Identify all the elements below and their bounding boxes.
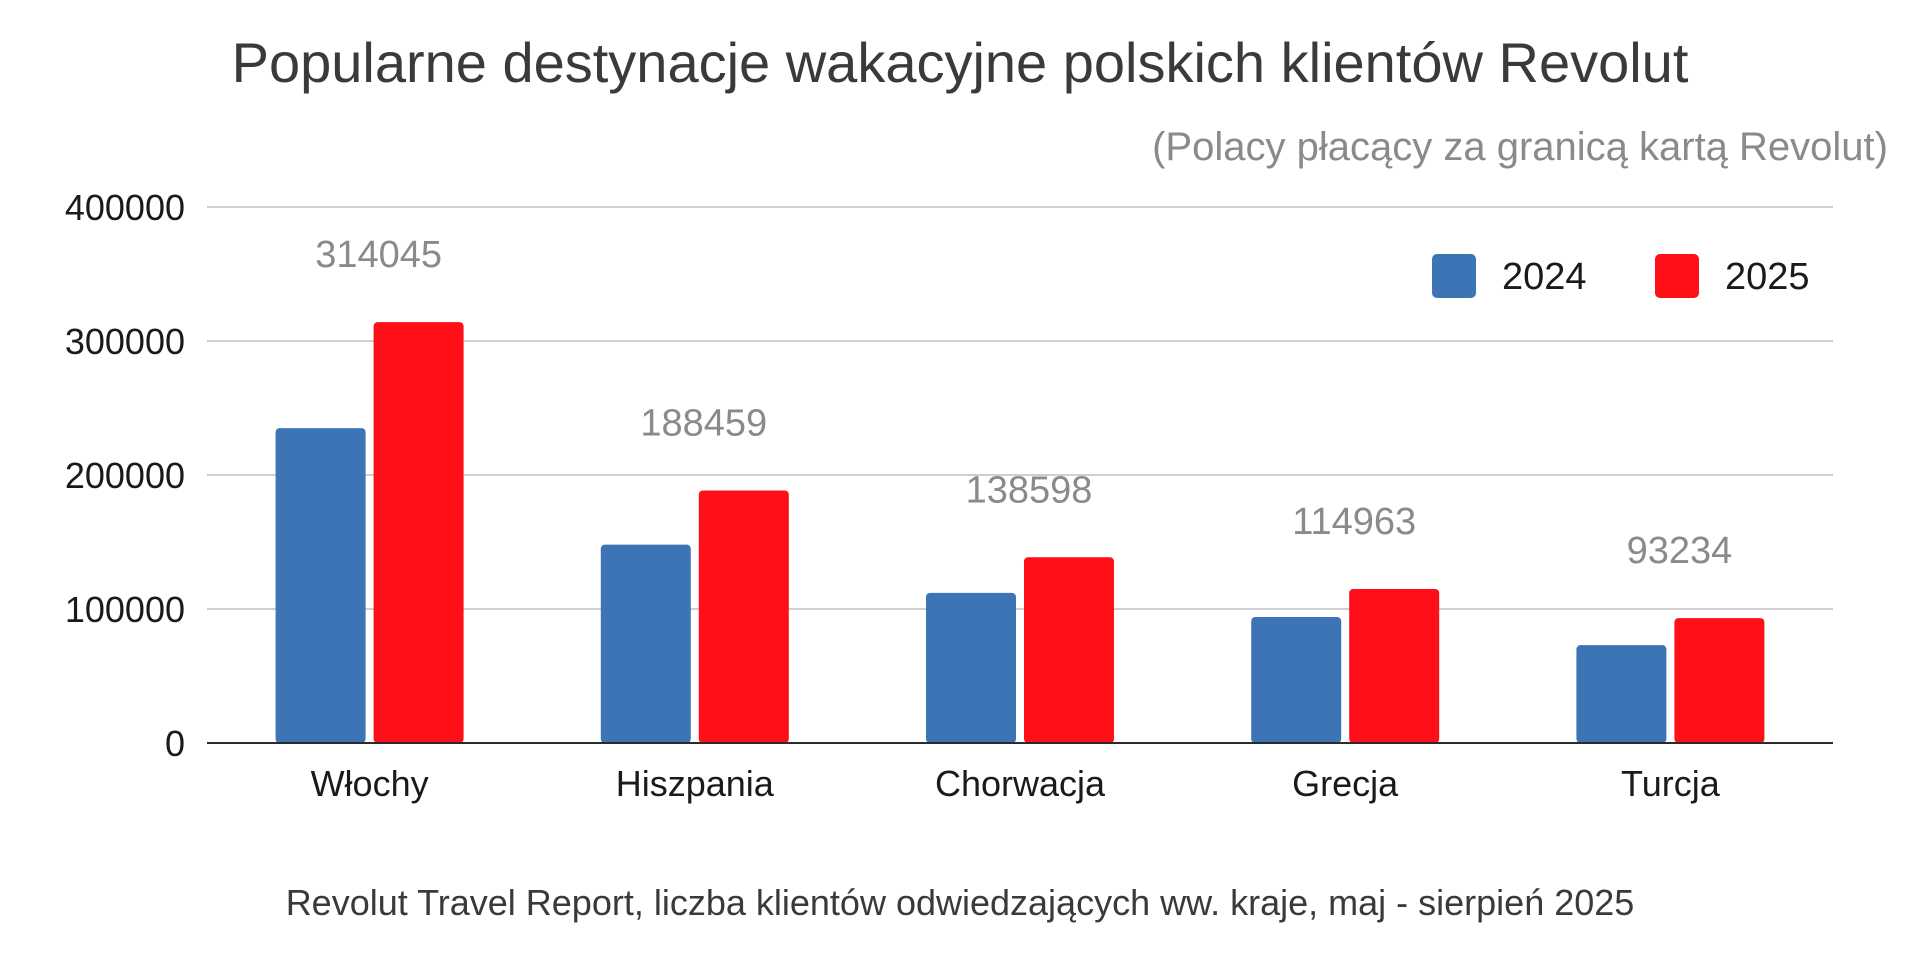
bar-2024-2 (926, 592, 1016, 743)
bar-2025-1 (698, 490, 789, 743)
y-tick-label: 100000 (65, 589, 185, 630)
source-note: Revolut Travel Report, liczba klientów o… (286, 882, 1635, 923)
grid-lines (207, 206, 1833, 610)
x-tick-label: Włochy (311, 763, 429, 804)
legend-label: 2024 (1502, 256, 1587, 298)
bar-2025-4 (1674, 618, 1765, 743)
y-axis-ticks: 0 100000 200000 300000 400000 (65, 187, 185, 764)
legend-swatch-2025 (1655, 254, 1699, 298)
data-labels: 314045 188459 138598 114963 93234 (315, 234, 1732, 572)
bar-2024-0 (275, 428, 366, 743)
bar-2025-2 (1024, 557, 1114, 743)
x-tick-label: Grecja (1292, 763, 1399, 804)
bar-2025-3 (1349, 588, 1440, 743)
y-tick-label: 200000 (65, 455, 185, 496)
y-tick-label: 400000 (65, 187, 185, 228)
legend: 2024 2025 (1432, 254, 1810, 298)
bar-2024-3 (1251, 617, 1342, 743)
data-label: 93234 (1627, 530, 1733, 572)
legend-swatch-2024 (1432, 254, 1476, 298)
legend-label: 2025 (1725, 256, 1810, 298)
bar-2024-4 (1576, 645, 1667, 743)
bars (275, 322, 1765, 743)
data-label: 114963 (1292, 501, 1416, 543)
bar-2025-0 (373, 322, 464, 743)
chart-subtitle: (Polacy płacący za granicą kartą Revolut… (1152, 125, 1888, 169)
data-label: 138598 (966, 469, 1093, 511)
bar-2024-1 (600, 544, 691, 743)
data-label: 314045 (315, 234, 442, 276)
y-tick-label: 300000 (65, 321, 185, 362)
x-tick-label: Hiszpania (616, 763, 775, 804)
chart-title: Popularne destynacje wakacyjne polskich … (232, 31, 1689, 94)
x-tick-label: Chorwacja (935, 763, 1106, 804)
data-label: 188459 (640, 402, 767, 444)
x-axis-ticks: Włochy Hiszpania Chorwacja Grecja Turcja (311, 763, 1721, 804)
x-tick-label: Turcja (1621, 763, 1721, 804)
y-tick-label: 0 (165, 723, 185, 764)
